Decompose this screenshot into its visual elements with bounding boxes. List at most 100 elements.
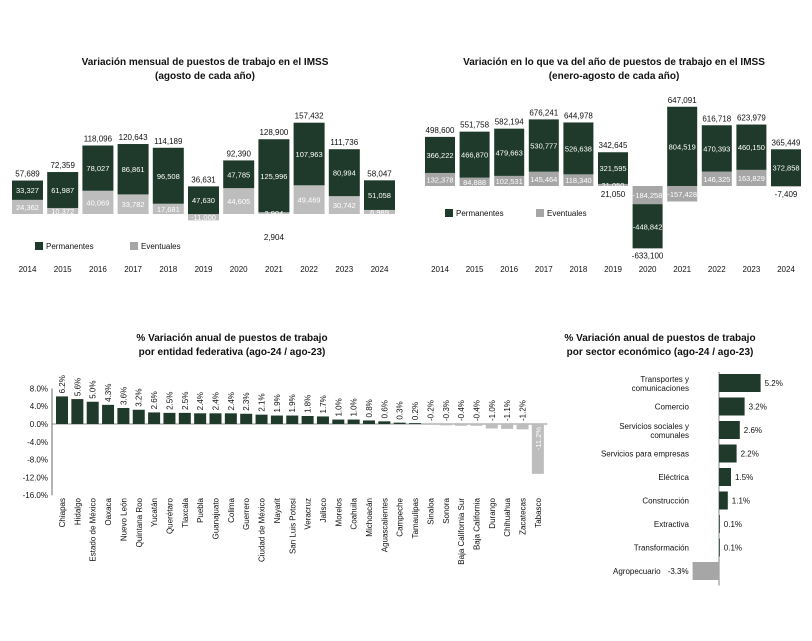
data-label: -448,842 (633, 222, 663, 231)
data-label: 470,393 (703, 144, 730, 153)
bar-eventuales (152, 203, 184, 214)
x-tick-label: 2021 (265, 265, 283, 274)
bar (439, 424, 452, 426)
total-label: 647,091 (668, 96, 697, 105)
bar (719, 374, 761, 392)
bar-permanentes (667, 106, 698, 186)
data-label: 40,069 (86, 198, 109, 207)
data-label: -3.3% (668, 567, 689, 576)
chart-monthly-variation: Variación mensual de puestos de trabajo … (12, 57, 395, 274)
bar (470, 424, 483, 426)
data-label: 530,777 (530, 142, 557, 151)
total-label: 644,978 (564, 111, 593, 120)
chart-subtitle: por entidad federativa (ago-24 / ago-23) (139, 347, 326, 358)
data-label: 5.6% (73, 378, 82, 396)
data-label: 2.3% (242, 393, 251, 411)
data-label: 1.7% (319, 395, 328, 413)
x-tick-label: Puebla (196, 497, 205, 522)
legend-label: Eventuales (547, 209, 587, 218)
x-tick-label: Oaxaca (104, 497, 113, 525)
bar (301, 415, 314, 424)
x-tick-label: 2021 (673, 265, 691, 274)
bar-permanentes (528, 119, 559, 172)
legend-swatch-eventuales (536, 209, 544, 217)
data-label: 21,050 (601, 190, 626, 199)
bar (71, 399, 84, 424)
data-label: -11.2% (534, 427, 543, 451)
total-label: 551,758 (460, 121, 489, 130)
x-tick-label: Yucatán (150, 498, 159, 527)
x-tick-label: San Luis Potosí (288, 497, 297, 554)
x-tick-label: 2014 (19, 265, 37, 274)
data-label: 145,464 (530, 175, 557, 184)
bar-eventuales (494, 175, 525, 186)
data-label: 466,870 (461, 151, 488, 160)
bar-permanentes (459, 131, 490, 178)
bar-eventuales (701, 171, 732, 186)
data-label: 30,742 (333, 201, 356, 210)
bar (117, 407, 130, 424)
x-tick-label: Jalisco (319, 497, 328, 522)
bar-eventuales (188, 214, 219, 221)
bar-eventuales (82, 190, 114, 214)
total-label: 623,979 (737, 114, 766, 123)
data-label: 2.1% (258, 393, 267, 411)
bar-permanentes (293, 122, 325, 186)
data-label: 10,372 (51, 207, 74, 216)
data-label: 5.0% (89, 381, 98, 399)
bar-eventuales (771, 186, 801, 187)
data-label: 3.2% (135, 389, 144, 407)
bar (255, 414, 268, 424)
data-label: 2.4% (196, 392, 205, 410)
total-label: 128,900 (259, 128, 288, 137)
data-label: 0.6% (380, 400, 389, 418)
bar-eventuales (328, 196, 360, 214)
bar-permanentes (328, 149, 360, 197)
data-label: 163,829 (738, 174, 765, 183)
x-tick-label: Coahuila (350, 497, 359, 529)
total-label: 57,689 (15, 170, 40, 179)
category-label: Construcción (642, 497, 689, 506)
data-label: 47,785 (227, 170, 250, 179)
legend-label: Eventuales (141, 242, 181, 251)
bar (224, 413, 237, 424)
total-label: 365,449 (772, 138, 801, 147)
data-label: 96,508 (157, 172, 180, 181)
data-label: 0.2% (411, 402, 420, 420)
chart-by-state: % Variación anual de puestos de trabajo p… (23, 333, 548, 565)
total-label: 58,047 (367, 169, 392, 178)
chart-title: Variación en lo que va del año de puesto… (463, 57, 765, 68)
bar (132, 409, 145, 424)
data-label: 321,595 (599, 164, 626, 173)
bar (719, 491, 728, 510)
x-tick-label: Tlaxcala (181, 497, 190, 527)
total-label: 111,736 (330, 138, 358, 147)
y-tick-label: -4.0% (27, 438, 48, 447)
x-tick-label: 2018 (159, 265, 177, 274)
data-label: -1.2% (519, 400, 528, 421)
bar (347, 419, 360, 424)
x-tick-label: Baja California Sur (457, 498, 466, 565)
chart-title: % Variación anual de puestos de trabajo (564, 333, 755, 344)
x-tick-label: 2019 (195, 265, 213, 274)
data-label: 44,605 (227, 197, 250, 206)
x-tick-label: 2016 (500, 265, 518, 274)
category-label: Comercio (655, 403, 690, 412)
x-tick-label: Campeche (396, 497, 405, 536)
data-label: -11,000 (191, 213, 216, 222)
bar (209, 413, 222, 424)
data-label: 84,888 (463, 178, 486, 187)
bar (501, 424, 514, 429)
bar-eventuales (736, 169, 767, 186)
bar-permanentes (12, 180, 43, 200)
data-label: 2.5% (165, 392, 174, 410)
y-tick-label: -8.0% (27, 456, 48, 465)
category-label: Agropecuario (613, 567, 661, 576)
y-tick-label: 0.0% (30, 420, 48, 429)
x-tick-label: Estado de México (89, 497, 98, 561)
data-label: -1.1% (503, 400, 512, 421)
data-label: 1.5% (735, 473, 753, 482)
x-tick-label: Sonora (442, 497, 451, 523)
x-tick-label: Querétaro (165, 497, 174, 534)
bar-permanentes (563, 122, 594, 175)
